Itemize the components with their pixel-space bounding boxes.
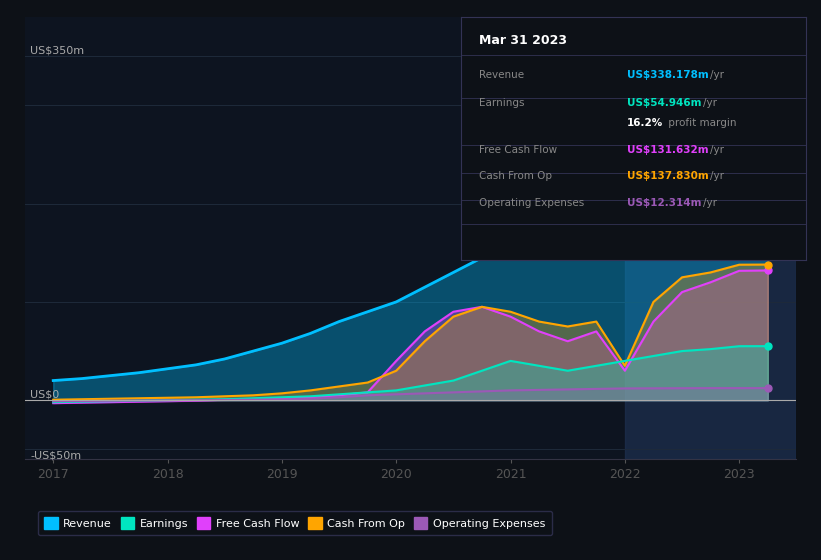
- Text: profit margin: profit margin: [665, 118, 736, 128]
- Text: 16.2%: 16.2%: [627, 118, 663, 128]
- Text: Earnings: Earnings: [479, 98, 524, 108]
- Text: /yr: /yr: [710, 171, 724, 181]
- Text: US$131.632m: US$131.632m: [627, 144, 709, 155]
- Bar: [625, 17, 796, 459]
- Text: US$12.314m: US$12.314m: [627, 198, 701, 208]
- Legend: Revenue, Earnings, Free Cash Flow, Cash From Op, Operating Expenses: Revenue, Earnings, Free Cash Flow, Cash …: [38, 511, 552, 535]
- Text: US$338.178m: US$338.178m: [627, 70, 709, 80]
- Text: Operating Expenses: Operating Expenses: [479, 198, 584, 208]
- Text: Free Cash Flow: Free Cash Flow: [479, 144, 557, 155]
- Text: US$137.830m: US$137.830m: [627, 171, 709, 181]
- Text: -US$50m: -US$50m: [30, 450, 81, 460]
- Text: Revenue: Revenue: [479, 70, 524, 80]
- Text: US$54.946m: US$54.946m: [627, 98, 701, 108]
- Text: /yr: /yr: [710, 70, 724, 80]
- Text: Cash From Op: Cash From Op: [479, 171, 552, 181]
- Text: Mar 31 2023: Mar 31 2023: [479, 34, 566, 47]
- Text: US$350m: US$350m: [30, 45, 85, 55]
- Text: /yr: /yr: [703, 198, 717, 208]
- Text: US$0: US$0: [30, 389, 60, 399]
- Text: /yr: /yr: [703, 98, 717, 108]
- Text: /yr: /yr: [710, 144, 724, 155]
